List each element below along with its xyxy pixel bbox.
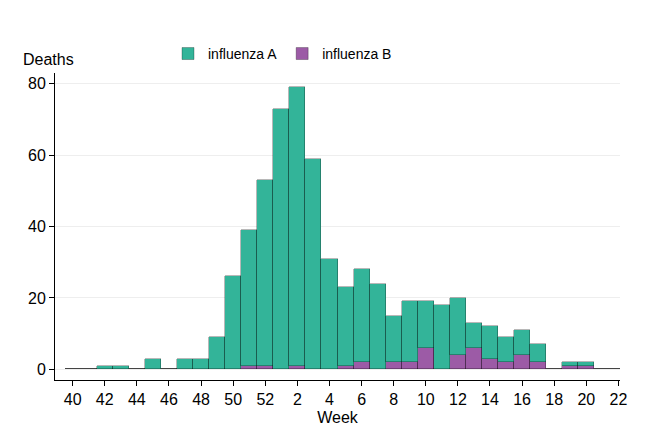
svg-text:Deaths: Deaths [23,51,74,68]
svg-text:80: 80 [28,75,46,92]
svg-text:60: 60 [28,147,46,164]
svg-text:42: 42 [96,391,114,408]
svg-text:46: 46 [160,391,178,408]
svg-text:40: 40 [28,218,46,235]
svg-text:0: 0 [37,361,46,378]
svg-text:12: 12 [449,391,467,408]
svg-text:20: 20 [28,290,46,307]
svg-text:influenza B: influenza B [322,46,391,62]
svg-text:44: 44 [128,391,146,408]
svg-text:40: 40 [64,391,82,408]
svg-text:6: 6 [357,391,366,408]
svg-text:10: 10 [417,391,435,408]
svg-text:8: 8 [389,391,398,408]
svg-text:16: 16 [513,391,531,408]
svg-text:22: 22 [609,391,627,408]
svg-text:20: 20 [577,391,595,408]
svg-text:14: 14 [481,391,499,408]
svg-text:48: 48 [192,391,210,408]
svg-text:50: 50 [224,391,242,408]
svg-text:4: 4 [325,391,334,408]
svg-text:influenza A: influenza A [208,46,277,62]
svg-text:2: 2 [293,391,302,408]
svg-text:52: 52 [256,391,274,408]
svg-text:Week: Week [317,409,359,426]
svg-text:18: 18 [545,391,563,408]
